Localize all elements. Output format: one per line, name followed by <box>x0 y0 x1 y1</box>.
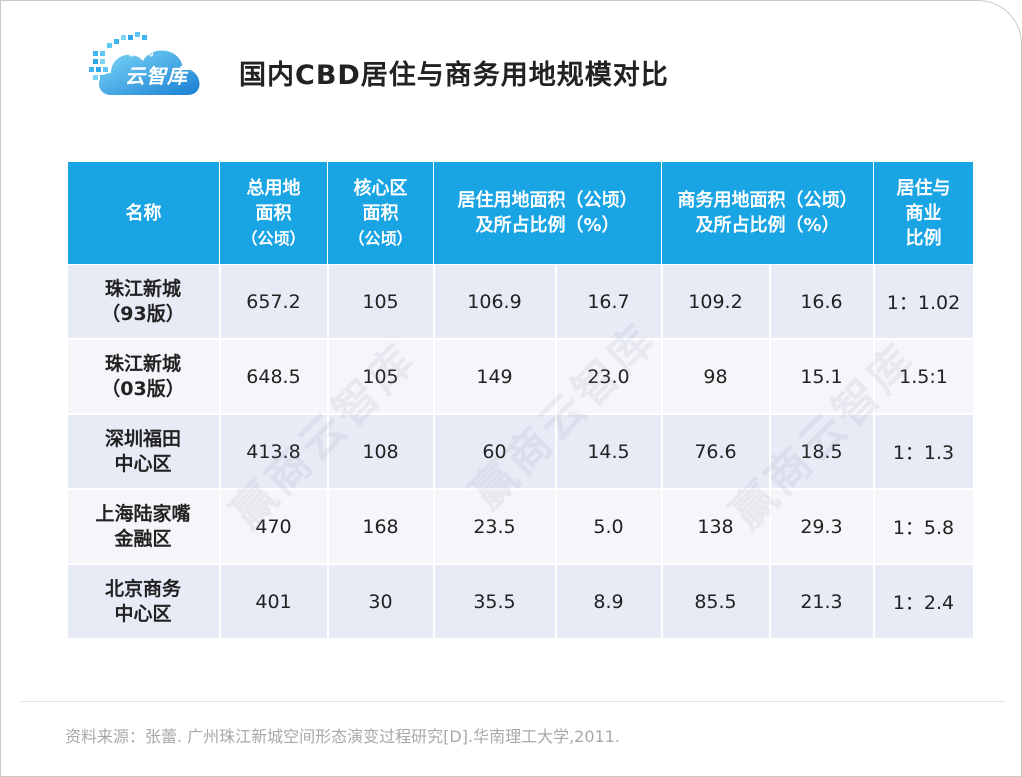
cell-name: 深圳福田 中心区 <box>67 414 221 490</box>
cell-res-pct: 23.0 <box>555 339 663 415</box>
cell-com-pct: 16.6 <box>769 264 875 340</box>
cell-core: 105 <box>327 339 435 415</box>
header-name: 名称 <box>67 161 220 265</box>
header-total-area: 总用地 面积 （公顷） <box>219 161 328 265</box>
header-ratio: 居住与 商业 比例 <box>873 161 974 265</box>
table-row: 珠江新城 （93版） 657.2 105 106.9 16.7 109.2 16.… <box>67 264 975 340</box>
cell-res-area: 106.9 <box>433 264 557 340</box>
cell-ratio: 1：1.02 <box>873 264 975 340</box>
cell-core: 108 <box>327 414 435 490</box>
table-header-row: 名称 总用地 面积 （公顷） 核心区 面积 （公顷） 居住用地面积（公顷） 及所… <box>67 161 974 265</box>
cell-core: 105 <box>327 264 435 340</box>
cell-res-area: 149 <box>433 339 557 415</box>
cell-res-pct: 8.9 <box>555 564 663 640</box>
cell-total: 413.8 <box>219 414 329 490</box>
page-title: 国内CBD居住与商务用地规模对比 <box>239 60 669 91</box>
cell-ratio: 1：5.8 <box>873 489 975 565</box>
logo-top-text: 赢商 <box>129 44 156 58</box>
table-row: 上海陆家嘴 金融区 470 168 23.5 5.0 138 29.3 1：5.8 <box>67 489 975 565</box>
cell-com-area: 85.5 <box>661 564 771 640</box>
cell-res-pct: 5.0 <box>555 489 663 565</box>
table-row: 北京商务 中心区 401 30 35.5 8.9 85.5 21.3 1：2.4 <box>67 564 975 640</box>
header-core-area: 核心区 面积 （公顷） <box>327 161 434 265</box>
logo-main-text: 云智库 <box>125 64 188 88</box>
cell-res-area: 23.5 <box>433 489 557 565</box>
cell-total: 401 <box>219 564 329 640</box>
cell-com-pct: 18.5 <box>769 414 875 490</box>
cell-com-area: 98 <box>661 339 771 415</box>
cell-res-area: 35.5 <box>433 564 557 640</box>
source-note: 资料来源：张蕾. 广州珠江新城空间形态演变过程研究[D].华南理工大学,2011… <box>65 727 620 746</box>
footer-divider <box>21 701 1005 702</box>
cbd-comparison-table: 名称 总用地 面积 （公顷） 核心区 面积 （公顷） 居住用地面积（公顷） 及所… <box>67 161 975 640</box>
cell-total: 470 <box>219 489 329 565</box>
cell-core: 168 <box>327 489 435 565</box>
cell-com-pct: 21.3 <box>769 564 875 640</box>
cell-ratio: 1：2.4 <box>873 564 975 640</box>
cell-com-pct: 29.3 <box>769 489 875 565</box>
table-row: 珠江新城 （03版） 648.5 105 149 23.0 98 15.1 1.5… <box>67 339 975 415</box>
brand-logo: 赢商 云智库 <box>89 29 209 109</box>
cell-res-area: 60 <box>433 414 557 490</box>
cell-name: 珠江新城 （03版） <box>67 339 221 415</box>
header-residential: 居住用地面积（公顷） 及所占比例（%） <box>433 161 662 265</box>
cell-name: 北京商务 中心区 <box>67 564 221 640</box>
cell-ratio: 1：1.3 <box>873 414 975 490</box>
cloud-logo-icon <box>89 32 200 95</box>
cell-core: 30 <box>327 564 435 640</box>
header-commercial: 商务用地面积（公顷） 及所占比例（%） <box>661 161 874 265</box>
cell-res-pct: 14.5 <box>555 414 663 490</box>
cell-com-pct: 15.1 <box>769 339 875 415</box>
cell-ratio: 1.5:1 <box>873 339 975 415</box>
cell-name: 上海陆家嘴 金融区 <box>67 489 221 565</box>
cell-res-pct: 16.7 <box>555 264 663 340</box>
cell-com-area: 138 <box>661 489 771 565</box>
cell-total: 648.5 <box>219 339 329 415</box>
cell-total: 657.2 <box>219 264 329 340</box>
cell-name: 珠江新城 （93版） <box>67 264 221 340</box>
cell-com-area: 109.2 <box>661 264 771 340</box>
cell-com-area: 76.6 <box>661 414 771 490</box>
table-row: 深圳福田 中心区 413.8 108 60 14.5 76.6 18.5 1：1.… <box>67 414 975 490</box>
